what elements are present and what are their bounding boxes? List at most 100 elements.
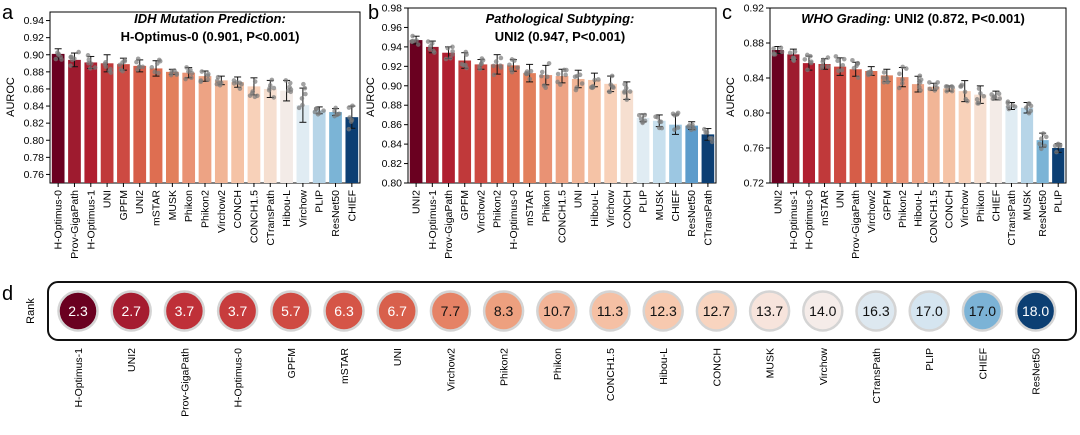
data-point [840,62,846,68]
bar [100,63,114,183]
y-tick-label: 0.88 [382,100,403,112]
data-point [86,57,92,63]
x-tick-label: Phikon2 [200,190,212,228]
x-tick-label: Phikon [975,190,987,222]
bar [149,68,163,183]
data-point [688,127,694,133]
bar [1036,140,1049,183]
data-point [935,80,940,85]
data-point [855,75,861,80]
data-point [72,56,77,62]
data-point [850,58,855,63]
x-tick-label: UNI2 [134,190,146,214]
rank-circle [961,290,1004,332]
x-tick-label: Prov-GigaPath [850,190,862,259]
y-tick-label: 0.86 [382,119,403,131]
x-tick-label: ResNet50 [330,190,342,237]
data-point [592,77,598,83]
rank-model-label: PLIP [924,348,936,371]
x-tick-label: CONCH1.5 [557,190,569,243]
data-point [881,75,886,81]
data-point [188,75,194,81]
data-point [555,71,561,77]
data-point [638,116,644,122]
x-tick-label: CTransPath [702,190,714,246]
data-point [854,63,859,69]
bar [636,117,650,183]
bar [555,76,569,183]
rank-circle [163,290,206,332]
data-point [156,70,161,76]
data-point [184,65,189,70]
rank-circle [376,290,418,332]
bar [523,73,536,183]
data-point [252,79,258,84]
rank-value: 10.7 [543,303,570,319]
y-tick-label: 0.76 [744,143,765,155]
x-tick-label: H-Optimus-1 [788,190,800,250]
data-point [805,67,810,73]
data-point [949,88,955,94]
rank-model-label: Virchow2 [445,348,457,391]
rank-model-label: Phikon2 [499,348,511,386]
rank-circle [57,290,99,332]
x-tick-label: CHIEF [670,190,682,222]
data-point [443,56,449,62]
rank-value: 3.7 [175,303,195,319]
y-tick-label: 0.84 [24,101,45,113]
x-tick-label: Hibou-L [281,190,293,227]
bar [1005,106,1018,183]
data-point [659,125,665,131]
data-point [312,109,318,115]
rank-value: 11.3 [597,303,623,319]
data-point [546,61,552,66]
data-point [899,81,905,86]
data-point [881,70,887,75]
data-point [574,85,579,90]
x-tick-label: ResNet50 [1037,190,1049,237]
bar [989,95,1002,183]
data-point [975,101,980,106]
data-point [68,63,73,68]
y-tick-label: 0.92 [382,61,403,73]
chart-b-subtitle: UNI2 (0.947, P<0.001) [495,29,625,44]
rank-value: 7.7 [441,303,461,319]
data-point [55,50,60,56]
data-point [962,89,968,95]
rank-model-label: Virchow [818,348,830,386]
bar [133,65,147,183]
data-point [885,79,891,85]
data-point [87,66,93,71]
x-tick-label: PLIP [638,190,650,213]
chart-pathological-subtyping: Pathological Subtyping: UNI2 (0.947, P<0… [365,3,717,259]
rank-circle [270,290,312,332]
data-point [989,92,994,97]
x-tick-label: UNI2 [772,190,784,214]
bar [896,77,909,183]
x-tick-label: H-Optimus-0 [508,190,520,250]
bar [958,91,971,183]
data-point [563,72,568,78]
bar [117,64,130,183]
chart-c-ylabel: AUROC [725,77,737,117]
data-point [498,55,504,61]
data-point [152,69,158,75]
data-point [787,50,793,56]
rank-value: 6.3 [334,303,354,319]
rank-model-label: MUSK [765,348,777,378]
rank-circle [908,290,950,332]
data-point [596,77,601,82]
chart-who-grading: WHO Grading: UNI2 (0.872, P<0.001) AUROC… [725,3,1067,259]
data-point [346,126,352,132]
data-point [493,59,499,64]
data-point [927,86,933,92]
rank-value: 17.0 [969,303,996,319]
bar [771,50,784,183]
rank-model-label: GPFM [286,348,298,378]
data-point [974,97,980,102]
x-tick-label: MUSK [1022,190,1034,220]
data-point [607,89,613,95]
bar [182,72,196,183]
data-point [53,56,59,62]
